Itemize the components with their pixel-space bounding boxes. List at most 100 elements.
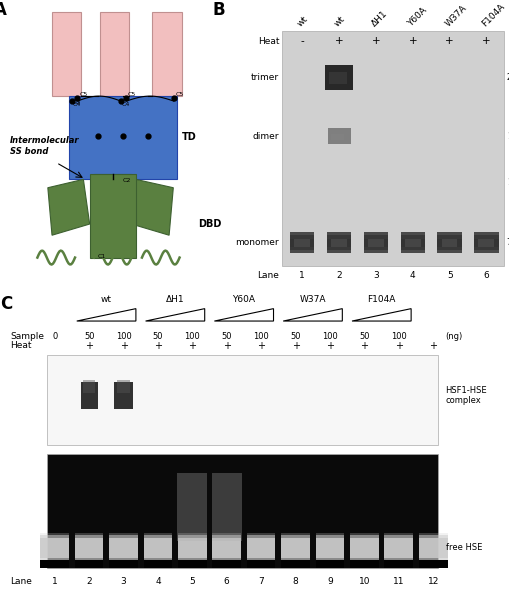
Text: wt: wt <box>332 14 346 28</box>
Bar <box>324 65 353 90</box>
Bar <box>178 535 206 563</box>
Bar <box>290 231 314 253</box>
Text: 10: 10 <box>358 577 370 586</box>
Text: C4: C4 <box>72 102 81 107</box>
Bar <box>94 174 131 252</box>
Bar <box>418 534 446 567</box>
Bar <box>75 538 103 558</box>
Bar <box>100 12 129 96</box>
Text: Heat: Heat <box>257 37 278 45</box>
Text: +: + <box>394 341 402 351</box>
Bar <box>252 255 305 316</box>
Bar <box>473 231 498 253</box>
Text: C5: C5 <box>79 91 87 96</box>
Text: 100: 100 <box>116 332 131 341</box>
Text: 11: 11 <box>392 577 404 586</box>
Text: HSF1-HSE
complex: HSF1-HSE complex <box>445 386 486 405</box>
Bar <box>144 560 172 567</box>
Text: Lane: Lane <box>257 271 278 280</box>
Text: wt: wt <box>101 295 111 304</box>
Bar <box>114 383 133 409</box>
Bar <box>384 538 412 558</box>
Text: C: C <box>1 295 13 313</box>
Bar <box>280 535 309 563</box>
Bar <box>437 239 461 247</box>
Text: 8: 8 <box>292 577 298 586</box>
Bar <box>246 534 275 567</box>
Bar <box>40 534 69 567</box>
Bar <box>384 535 412 563</box>
Bar <box>363 231 387 253</box>
Bar <box>69 96 177 179</box>
Text: DBD: DBD <box>198 219 221 229</box>
Text: wt: wt <box>295 14 309 28</box>
Polygon shape <box>214 309 273 321</box>
Text: 100: 100 <box>184 332 200 341</box>
Text: C2: C2 <box>123 178 131 183</box>
Polygon shape <box>48 179 90 235</box>
Text: Y60A: Y60A <box>406 6 428 28</box>
Bar <box>349 534 378 567</box>
Polygon shape <box>145 309 204 321</box>
Text: 100: 100 <box>322 332 337 341</box>
Bar <box>384 560 412 567</box>
Bar <box>326 235 351 250</box>
Text: 50: 50 <box>358 332 369 341</box>
Bar <box>327 128 350 144</box>
Text: free HSE: free HSE <box>445 543 481 552</box>
Bar <box>294 239 309 247</box>
Bar <box>400 239 425 247</box>
Text: 6: 6 <box>223 577 229 586</box>
Bar <box>290 239 314 247</box>
Text: Sample: Sample <box>10 332 44 341</box>
Bar <box>144 534 172 567</box>
Text: C1: C1 <box>98 254 106 258</box>
Text: W37A: W37A <box>442 4 468 28</box>
Bar <box>280 538 309 558</box>
Text: TD: TD <box>181 133 196 142</box>
Bar <box>75 534 103 567</box>
Bar <box>437 231 461 253</box>
Bar <box>80 383 97 409</box>
Text: 225KDa: 225KDa <box>506 73 509 82</box>
Bar <box>178 538 206 558</box>
Bar <box>178 534 206 567</box>
Bar <box>280 534 309 567</box>
Bar <box>315 538 344 558</box>
Text: 100KDa: 100KDa <box>506 177 509 187</box>
Text: F104A: F104A <box>479 2 505 28</box>
Text: 5: 5 <box>446 271 451 280</box>
Text: dimer: dimer <box>252 131 278 141</box>
Bar <box>477 239 493 247</box>
Bar <box>109 538 137 558</box>
Bar <box>47 454 437 567</box>
Text: F104A: F104A <box>366 295 395 304</box>
Bar <box>437 235 461 250</box>
Text: (ng): (ng) <box>445 332 462 341</box>
Text: A: A <box>0 1 6 18</box>
Text: Lane: Lane <box>10 577 32 586</box>
Text: 0: 0 <box>52 332 57 341</box>
Bar <box>40 535 69 563</box>
Polygon shape <box>131 179 173 235</box>
Bar <box>40 538 69 558</box>
Text: 9: 9 <box>326 577 332 586</box>
Bar <box>349 560 378 567</box>
Text: C5: C5 <box>127 91 136 96</box>
Bar <box>290 235 314 250</box>
Text: 12: 12 <box>427 577 438 586</box>
Bar <box>75 535 103 563</box>
Bar <box>418 560 446 567</box>
Bar <box>144 535 172 563</box>
Bar <box>152 12 181 96</box>
Bar <box>400 231 425 253</box>
Text: +: + <box>119 341 127 351</box>
Bar <box>117 379 130 393</box>
Text: 50: 50 <box>83 332 94 341</box>
Bar <box>178 560 206 567</box>
Text: C3: C3 <box>73 100 81 105</box>
Bar <box>246 560 275 567</box>
Text: 3: 3 <box>121 577 126 586</box>
Text: 50: 50 <box>152 332 163 341</box>
Bar <box>83 379 95 393</box>
